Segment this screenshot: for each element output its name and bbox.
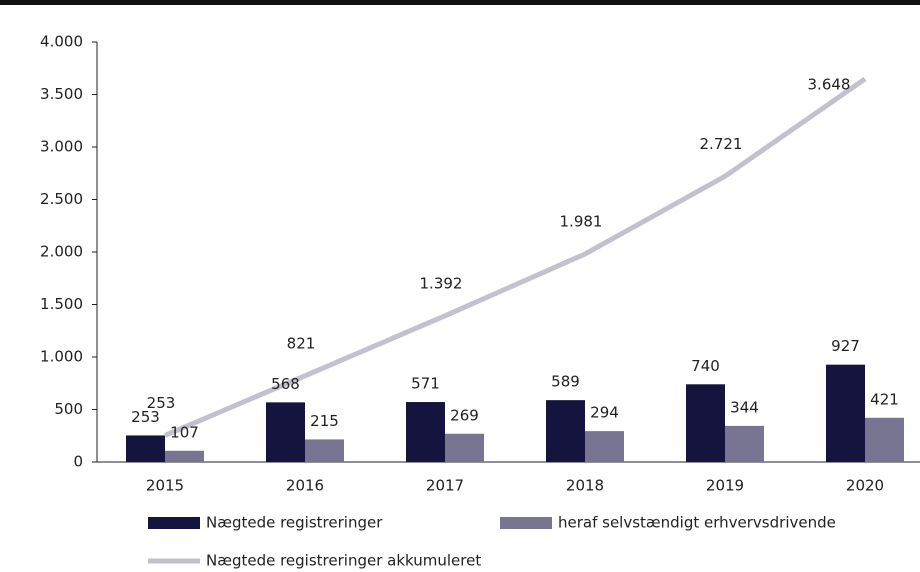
- bar-value-label: 294: [590, 404, 619, 422]
- y-tick-label: 0: [73, 453, 83, 471]
- bar-value-label: 568: [271, 375, 300, 393]
- bar-value-label: 107: [170, 423, 199, 441]
- bar: [865, 417, 904, 462]
- line-value-label: 3.648: [808, 75, 851, 93]
- x-tick-label: 2019: [706, 477, 744, 495]
- bar-value-label: 571: [411, 375, 440, 393]
- line-value-label: 2.721: [700, 135, 743, 153]
- bar-value-label: 253: [131, 408, 160, 426]
- bar-value-label: 269: [450, 406, 479, 424]
- bar: [585, 431, 624, 462]
- x-tick-label: 2017: [426, 477, 464, 495]
- line-value-label: 1.981: [560, 212, 603, 230]
- bar: [445, 433, 484, 462]
- y-tick-label: 2.500: [40, 190, 83, 208]
- x-tick-label: 2020: [846, 477, 884, 495]
- legend-swatch: [148, 517, 200, 529]
- x-tick-label: 2018: [566, 477, 604, 495]
- bar-value-label: 740: [691, 357, 720, 375]
- bar-value-label: 927: [831, 337, 860, 355]
- bar: [725, 425, 764, 462]
- bar: [686, 384, 725, 462]
- bar: [165, 450, 204, 462]
- bar-value-label: 589: [551, 373, 580, 391]
- bar: [126, 435, 165, 462]
- cropped-title-edge: [0, 0, 920, 5]
- legend-label: Nægtede registreringer: [206, 514, 383, 532]
- bar-value-label: 215: [310, 412, 339, 430]
- legend-label: heraf selvstændigt erhvervsdrivende: [558, 514, 836, 532]
- bar: [826, 364, 865, 462]
- y-tick-label: 4.000: [40, 33, 83, 51]
- bar: [266, 402, 305, 462]
- bar: [406, 402, 445, 462]
- line-value-label: 253: [147, 394, 176, 412]
- y-tick-label: 3.500: [40, 85, 83, 103]
- legend-label: Nægtede registreringer akkumuleret: [206, 552, 481, 570]
- y-tick-label: 1.500: [40, 295, 83, 313]
- y-tick-label: 3.000: [40, 138, 83, 156]
- legend-swatch: [500, 517, 552, 529]
- x-tick-label: 2015: [146, 477, 184, 495]
- line-value-label: 821: [287, 334, 316, 352]
- y-tick-label: 500: [54, 400, 83, 418]
- y-tick-label: 1.000: [40, 348, 83, 366]
- line-value-label: 1.392: [420, 274, 463, 292]
- bar-value-label: 344: [730, 398, 759, 416]
- line: [164, 76, 867, 438]
- bar: [305, 439, 344, 462]
- y-tick-label: 2.000: [40, 243, 83, 261]
- x-tick-label: 2016: [286, 477, 324, 495]
- bar: [546, 400, 585, 462]
- bar-value-label: 421: [870, 390, 899, 408]
